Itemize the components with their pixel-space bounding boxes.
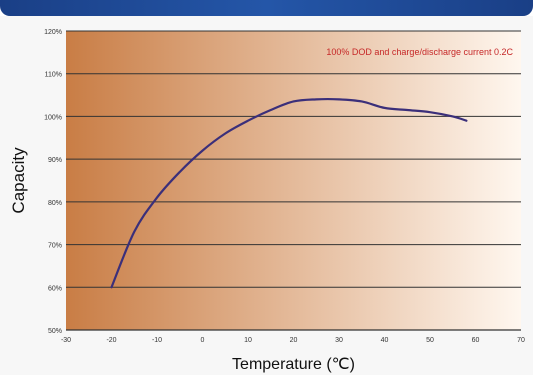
y-axis-ticks: 120% 110% 100% 90% 80% 70% 60% 50%	[44, 29, 62, 335]
y-tick-label: 120%	[44, 29, 62, 36]
x-tick-label: -20	[106, 337, 116, 344]
y-tick-label: 60%	[48, 285, 62, 292]
x-axis-ticks: -30 -20 -10 0 10 20 30 40 50 60 70	[61, 337, 525, 344]
y-tick-label: 100%	[44, 114, 62, 121]
y-tick-label: 70%	[48, 243, 62, 250]
x-tick-label: 10	[244, 337, 252, 344]
x-tick-label: 60	[472, 337, 480, 344]
chart-annotation: 100% DOD and charge/discharge current 0.…	[326, 47, 513, 57]
grid-lines	[66, 30, 521, 331]
x-tick-label: 30	[335, 337, 343, 344]
chart-svg: -30 -20 -10 0 10 20 30 40 50 60 70 120% 110% 100% 90%…	[9, 29, 525, 373]
header-banner	[0, 0, 533, 16]
chart-figure: -30 -20 -10 0 10 20 30 40 50 60 70 120% 110% 100% 90%…	[0, 16, 533, 375]
x-tick-label: 20	[290, 337, 298, 344]
y-tick-label: 90%	[48, 157, 62, 164]
x-tick-label: -10	[152, 337, 162, 344]
plot-area	[66, 31, 521, 330]
x-tick-label: 0	[201, 337, 205, 344]
y-tick-label: 80%	[48, 200, 62, 207]
x-tick-label: 70	[517, 337, 525, 344]
x-tick-label: 40	[381, 337, 389, 344]
y-tick-label: 50%	[48, 328, 62, 335]
y-axis-title: Capacity	[9, 147, 28, 214]
x-tick-label: -30	[61, 337, 71, 344]
x-axis-title: Temperature (℃)	[232, 356, 355, 373]
y-tick-label: 110%	[45, 72, 62, 79]
capacity-curve	[110, 97, 468, 289]
x-tick-label: 50	[426, 337, 434, 344]
